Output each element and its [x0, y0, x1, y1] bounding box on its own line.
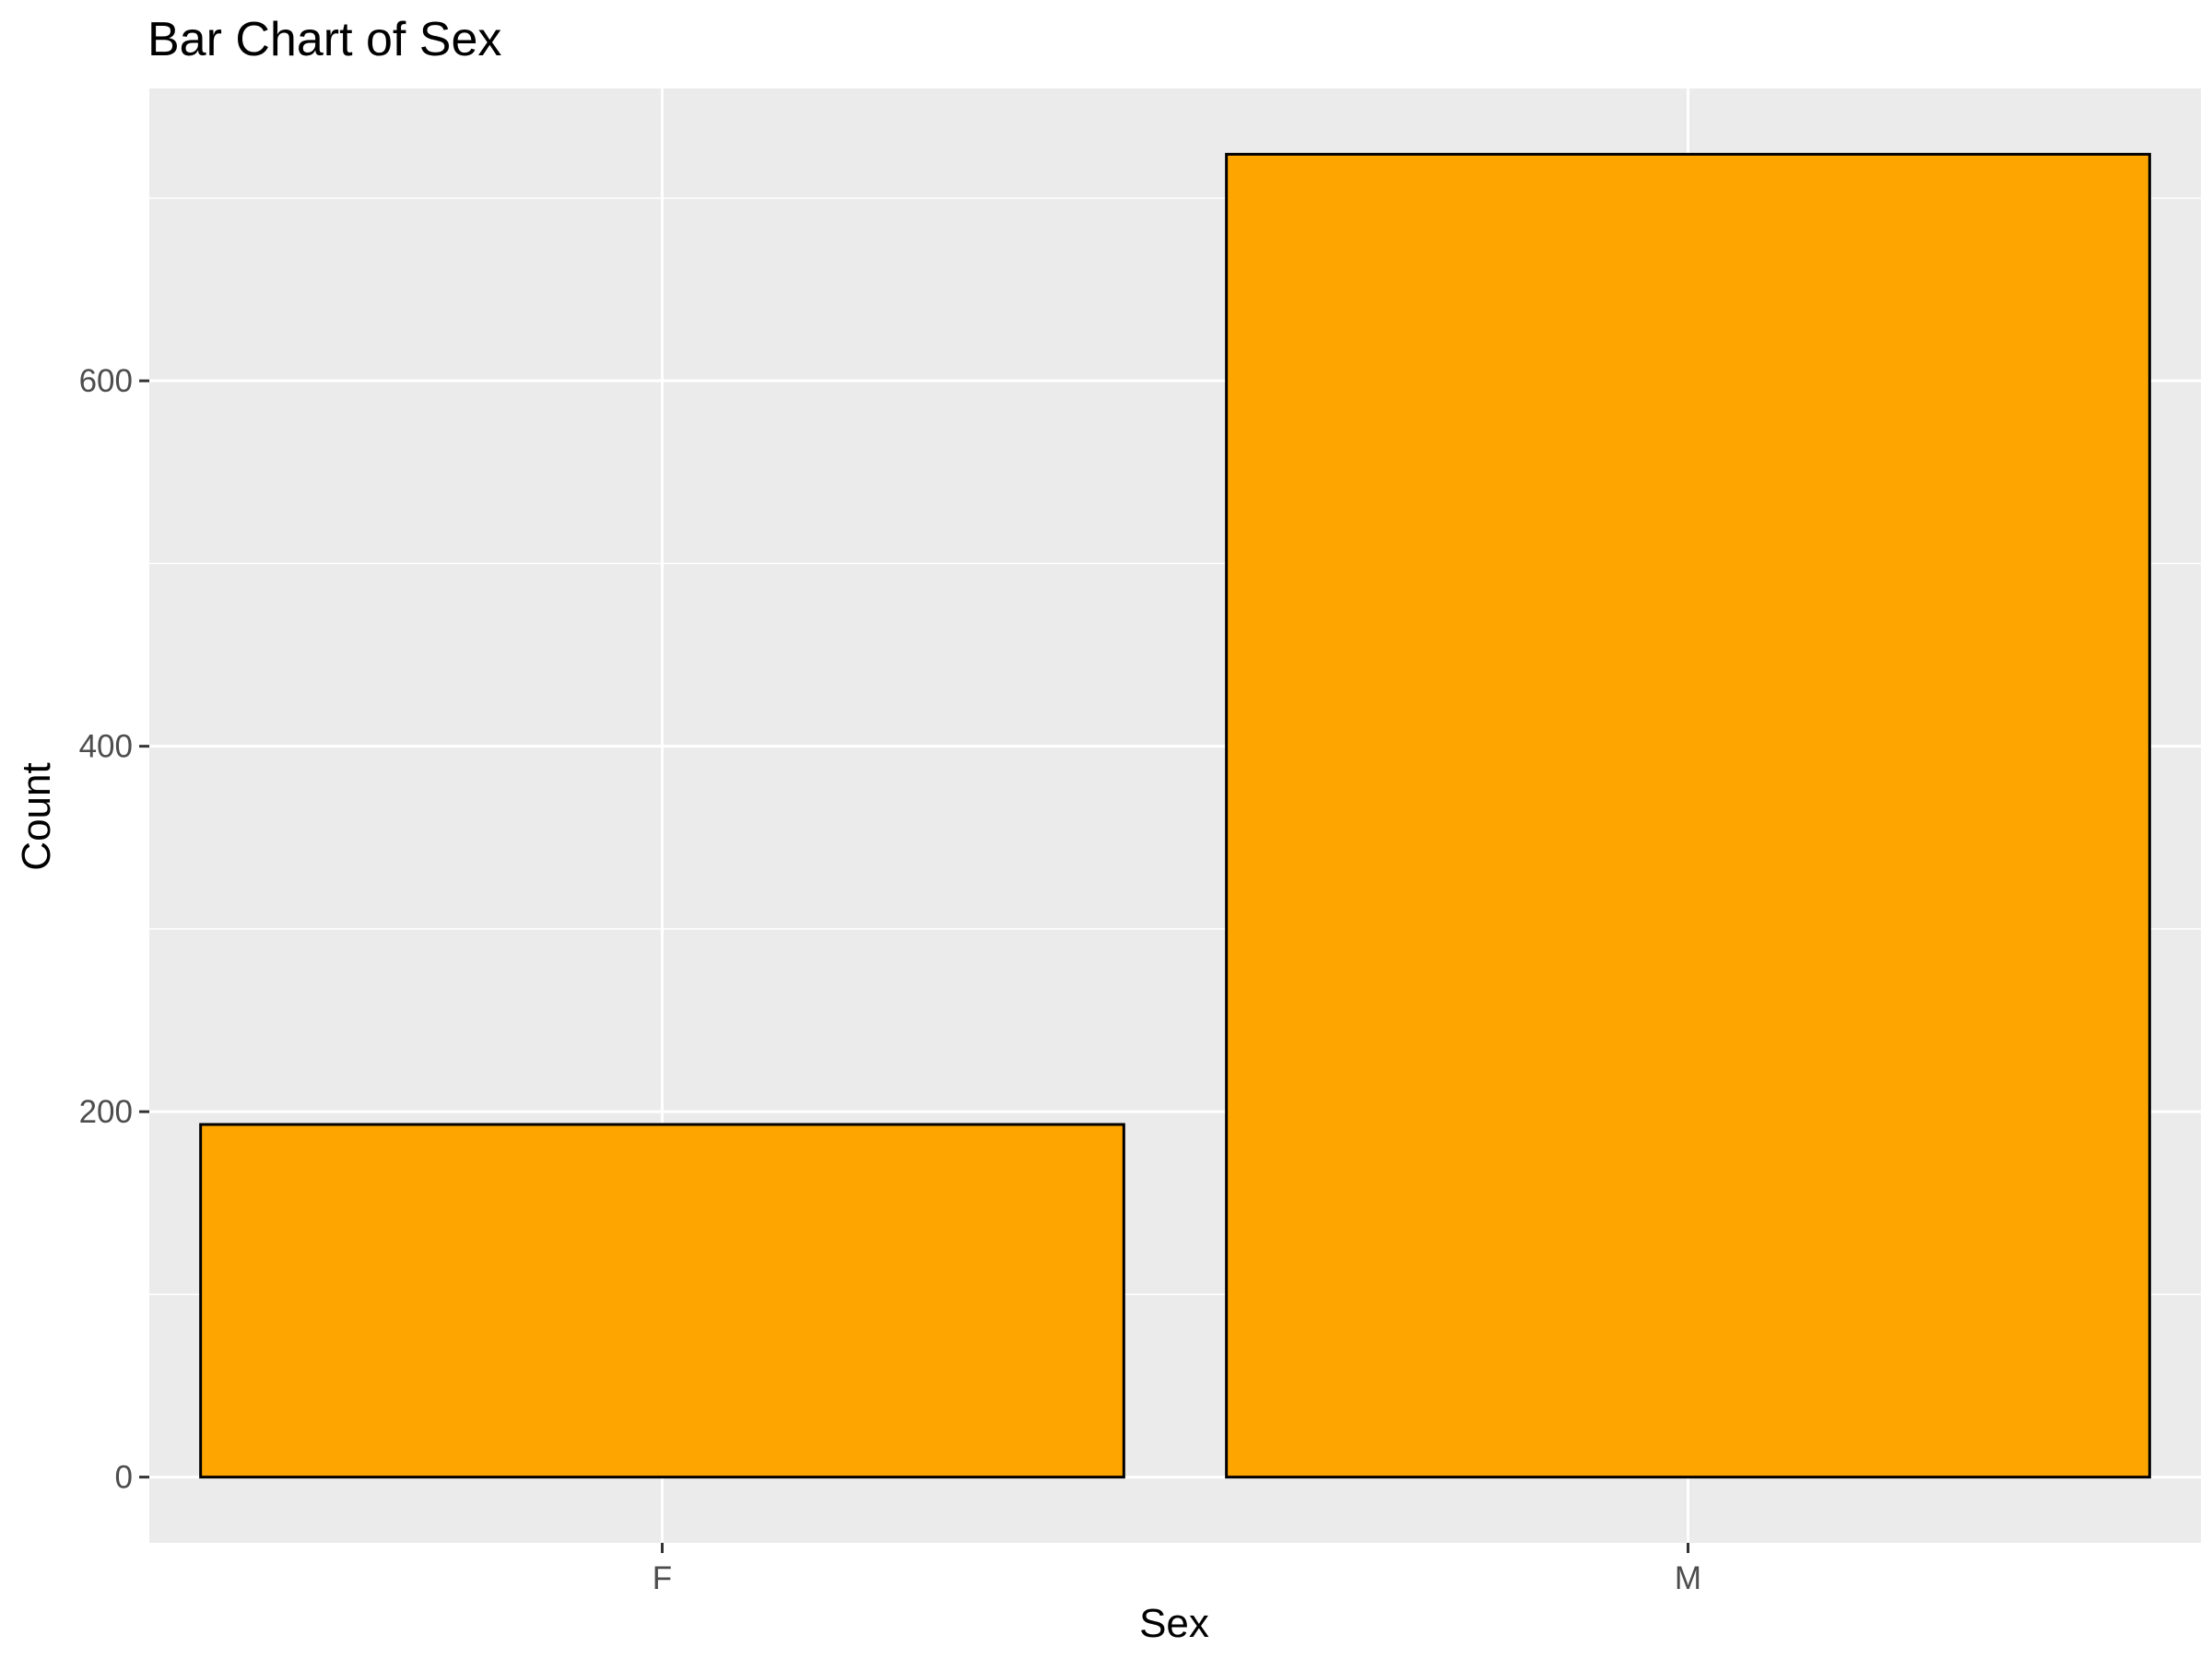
bars [199, 152, 2151, 1479]
y-tick-label: 200 [79, 1094, 133, 1130]
x-axis-title: Sex [1139, 1601, 1209, 1646]
bar-m [1225, 152, 2151, 1479]
chart-title: Bar Chart of Sex [147, 13, 501, 66]
y-tick-label: 400 [79, 729, 133, 765]
y-axis-title: Count [14, 762, 59, 870]
y-tick-label: 600 [79, 363, 133, 399]
x-tick-label: F [653, 1560, 672, 1596]
bar-f [199, 1123, 1125, 1479]
x-tick-label: M [1675, 1560, 1701, 1596]
y-tick-label: 0 [115, 1460, 133, 1496]
y-axis: 0 200 400 600 [79, 363, 149, 1496]
